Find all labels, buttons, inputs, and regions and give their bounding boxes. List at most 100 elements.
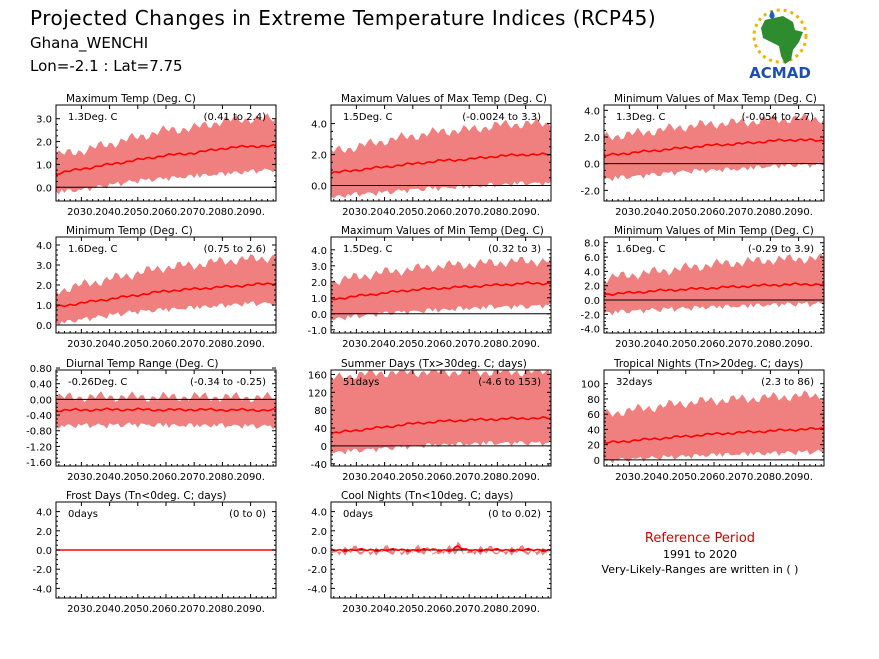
x-tick-label: 2090. (511, 207, 540, 218)
likely-range-label: (0 to 0) (229, 509, 266, 520)
y-tick-label: -0.80 (26, 427, 52, 438)
range-band (331, 370, 551, 455)
y-tick-label: -4.0 (307, 584, 327, 595)
y-tick-label: 0 (594, 456, 600, 467)
x-tick-label: 2040. (370, 604, 399, 615)
logo-text: ACMAD (749, 64, 811, 82)
y-tick-label: 40 (587, 425, 600, 436)
y-tick-label: 0.40 (30, 380, 52, 391)
chart-panel: Summer Days (Tx>30deg. C; days) -40 0 40 80 1… (308, 358, 552, 483)
y-tick-label: 80 (587, 395, 600, 406)
y-tick-label: 0.0 (36, 546, 52, 557)
x-tick-label: 2050. (123, 472, 152, 483)
x-tick-label: 2060. (427, 207, 456, 218)
mean-change-label: 51days (343, 377, 379, 388)
mean-change-label: 0days (343, 509, 373, 520)
x-tick-label: 2050. (671, 339, 700, 350)
y-tick-label: -1.20 (26, 442, 52, 453)
plot-area (56, 113, 276, 195)
mean-change-label: 1.5Deg. C (343, 244, 392, 255)
x-tick-label: 2040. (95, 604, 124, 615)
x-tick-label: 2050. (123, 604, 152, 615)
y-tick-label: 40 (314, 424, 327, 435)
y-tick-label: 1.0 (36, 301, 52, 312)
y-tick-label: 60 (587, 410, 600, 421)
x-tick-label: 2070. (180, 472, 209, 483)
y-tick-label: 3.0 (311, 262, 327, 273)
chart-panel: Minimum Values of Min Temp (Deg. C) -4.0 -… (580, 225, 825, 350)
y-tick-label: 0.80 (30, 364, 52, 375)
mean-change-label: 1.5Deg. C (343, 112, 392, 123)
chart-panel: Maximum Values of Min Temp (Deg. C) -1.0 0… (307, 225, 552, 350)
y-tick-label: -1.0 (307, 326, 327, 337)
x-tick-label: 2080. (483, 472, 512, 483)
x-tick-label: 2060. (427, 339, 456, 350)
y-tick-label: 4.0 (311, 508, 327, 519)
x-tick-label: 2040. (643, 339, 672, 350)
y-tick-label: 0.0 (311, 310, 327, 321)
x-tick-label: 2050. (398, 207, 427, 218)
x-tick-label: 2090. (236, 604, 265, 615)
location-name: Ghana_WENCHI (30, 34, 149, 52)
reference-range-note: Very-Likely-Ranges are written in ( ) (601, 563, 799, 576)
y-tick-label: -2.0 (580, 186, 600, 197)
x-tick-label: 2030. (67, 472, 96, 483)
plot-area (331, 370, 551, 455)
x-tick-label: 2090. (236, 207, 265, 218)
chart-title: Minimum Values of Max Temp (Deg. C) (614, 93, 817, 105)
y-tick-label: 160 (308, 370, 327, 381)
x-tick-label: 2040. (643, 472, 672, 483)
y-tick-label: 2.0 (311, 278, 327, 289)
y-tick-label: -4.0 (32, 584, 52, 595)
x-tick-label: 2090. (784, 207, 813, 218)
x-tick-label: 2060. (700, 339, 729, 350)
x-tick-label: 2070. (455, 604, 484, 615)
y-tick-label: -2.0 (307, 565, 327, 576)
x-tick-label: 2070. (180, 207, 209, 218)
x-tick-label: 2070. (455, 207, 484, 218)
x-tick-label: 2080. (483, 604, 512, 615)
x-tick-label: 2060. (152, 604, 181, 615)
water-drop-icon (769, 10, 775, 19)
x-tick-label: 2090. (784, 472, 813, 483)
x-tick-label: 2060. (152, 339, 181, 350)
x-tick-label: 2050. (671, 472, 700, 483)
mean-line (604, 138, 824, 157)
x-tick-label: 2060. (427, 472, 456, 483)
x-tick-label: 2040. (370, 472, 399, 483)
x-tick-label: 2050. (671, 207, 700, 218)
likely-range-label: (0.75 to 2.6) (204, 244, 266, 255)
x-tick-label: 2060. (700, 207, 729, 218)
x-tick-label: 2030. (342, 472, 371, 483)
chart-panel: Tropical Nights (Tn>20deg. C; days)02040… (581, 358, 825, 483)
x-tick-label: 2050. (398, 339, 427, 350)
chart-panel: Minimum Values of Max Temp (Deg. C) -2.0 0… (580, 93, 825, 218)
x-tick-label: 2090. (784, 339, 813, 350)
x-tick-label: 2060. (152, 207, 181, 218)
x-tick-label: 2090. (236, 339, 265, 350)
y-tick-label: 0.00 (30, 395, 52, 406)
plot-area (331, 257, 551, 321)
likely-range-label: (0.41 to 2.4) (204, 112, 266, 123)
y-tick-label: 2.0 (584, 282, 600, 293)
x-tick-label: 2070. (180, 604, 209, 615)
plot-area (56, 391, 276, 430)
x-tick-label: 2040. (95, 472, 124, 483)
y-tick-label: 2.0 (36, 281, 52, 292)
x-tick-label: 2080. (483, 339, 512, 350)
x-tick-label: 2060. (700, 472, 729, 483)
chart-title: Summer Days (Tx>30deg. C; days) (341, 358, 527, 370)
x-tick-label: 2070. (728, 339, 757, 350)
mean-change-label: 1.6Deg. C (68, 244, 117, 255)
mean-change-label: 0days (68, 509, 98, 520)
chart-title: Diurnal Temp Range (Deg. C) (66, 358, 218, 370)
range-band (56, 113, 276, 195)
plot-area (604, 252, 824, 316)
range-band (331, 541, 551, 556)
y-tick-label: 0.0 (584, 296, 600, 307)
y-tick-label: 4.0 (36, 508, 52, 519)
y-tick-label: -4.0 (580, 325, 600, 336)
y-tick-label: -2.0 (32, 565, 52, 576)
x-tick-label: 2030. (342, 339, 371, 350)
